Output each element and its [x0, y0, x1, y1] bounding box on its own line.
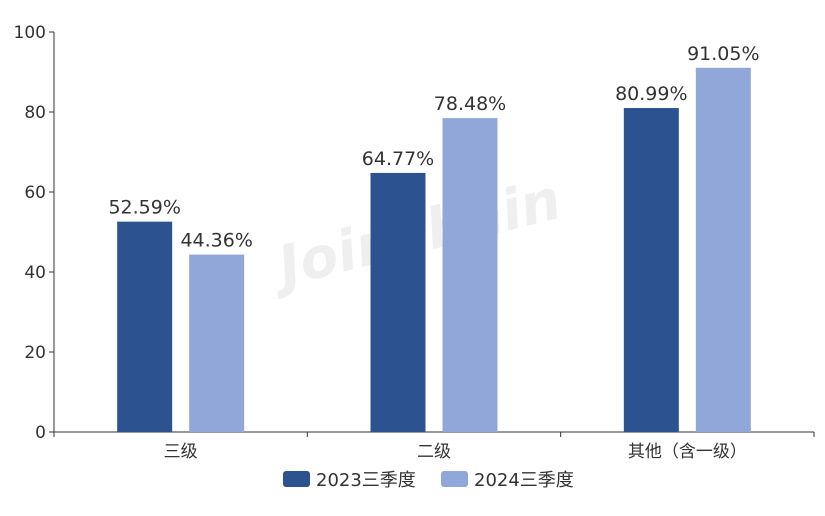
y-tick-label: 60 — [24, 183, 46, 203]
bar — [189, 254, 245, 432]
data-label: 80.99% — [615, 83, 687, 105]
bar — [695, 67, 751, 433]
x-axis: 三级 二级 其他（含一级） — [53, 431, 815, 462]
bar — [117, 221, 173, 432]
y-axis: 0 20 40 60 80 100 — [14, 23, 55, 443]
data-labels: 52.59%44.36% 64.77% 78.48% 80.99%91.05% — [108, 43, 759, 252]
legend-label: 2024三季度 — [474, 470, 574, 491]
category-label: 其他（含一级） — [628, 442, 747, 462]
data-label: 78.48% — [434, 93, 506, 115]
bar — [370, 172, 426, 433]
bar — [442, 118, 498, 432]
y-tick-label: 0 — [35, 423, 46, 443]
legend-swatch — [441, 471, 468, 487]
data-label: 44.36% — [180, 230, 252, 252]
legend: 2023三季度 2024三季度 — [283, 470, 574, 491]
y-tick-label: 40 — [24, 263, 46, 283]
data-label: 52.59% — [108, 197, 180, 219]
y-tick-label: 100 — [14, 23, 46, 43]
category-label: 二级 — [417, 442, 451, 462]
category-label: 三级 — [164, 442, 198, 462]
legend-swatch — [283, 471, 310, 487]
legend-label: 2023三季度 — [316, 470, 416, 491]
y-tick-label: 20 — [24, 343, 46, 363]
y-tick-label: 80 — [24, 103, 46, 123]
bar — [623, 108, 679, 432]
data-label: 91.05% — [687, 43, 759, 65]
bars — [117, 67, 751, 433]
data-label: 64.77% — [362, 148, 434, 170]
